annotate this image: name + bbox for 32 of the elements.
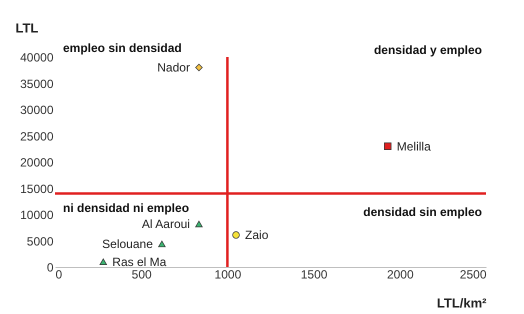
series-label: Melilla bbox=[396, 139, 432, 154]
series-label: Ras el Ma bbox=[112, 254, 167, 269]
y-tick-label: 25000 bbox=[20, 129, 54, 144]
y-tick-label: 30000 bbox=[20, 103, 54, 117]
y-tick-label: 5000 bbox=[26, 234, 54, 248]
y-tick-label: 40000 bbox=[20, 50, 54, 64]
series-label: Zaio bbox=[245, 228, 269, 242]
x-tick-label: 500 bbox=[132, 268, 152, 282]
x-tick-label: 1500 bbox=[300, 268, 328, 282]
point bbox=[100, 258, 107, 266]
y-tick-label: 15000 bbox=[20, 182, 54, 196]
point bbox=[232, 231, 240, 239]
x-tick-label: 2000 bbox=[386, 268, 414, 282]
annotation: densidad sin empleo bbox=[363, 205, 482, 219]
series-label: Selouane bbox=[102, 236, 154, 251]
annotation: densidad y empleo bbox=[374, 43, 482, 57]
x-tick-label: 1000 bbox=[214, 268, 242, 282]
y-tick-label: 10000 bbox=[20, 208, 54, 222]
series-label: Al Aaroui bbox=[142, 216, 190, 231]
annotation: ni densidad ni empleo bbox=[63, 201, 190, 215]
y-tick-label: 35000 bbox=[20, 76, 54, 91]
point bbox=[195, 220, 203, 228]
y-tick-label: 20000 bbox=[20, 156, 54, 170]
x-axis-title: LTL/km² bbox=[436, 296, 488, 310]
x-tick-label: 0 bbox=[56, 268, 62, 282]
text: empleo sin densidad bbox=[63, 41, 182, 55]
series-label: Nador bbox=[157, 60, 190, 74]
point bbox=[158, 240, 166, 248]
y-axis-title: LTL bbox=[16, 20, 38, 36]
x-tick-label: 2500 bbox=[460, 268, 487, 282]
point bbox=[384, 142, 392, 150]
point bbox=[195, 64, 203, 72]
